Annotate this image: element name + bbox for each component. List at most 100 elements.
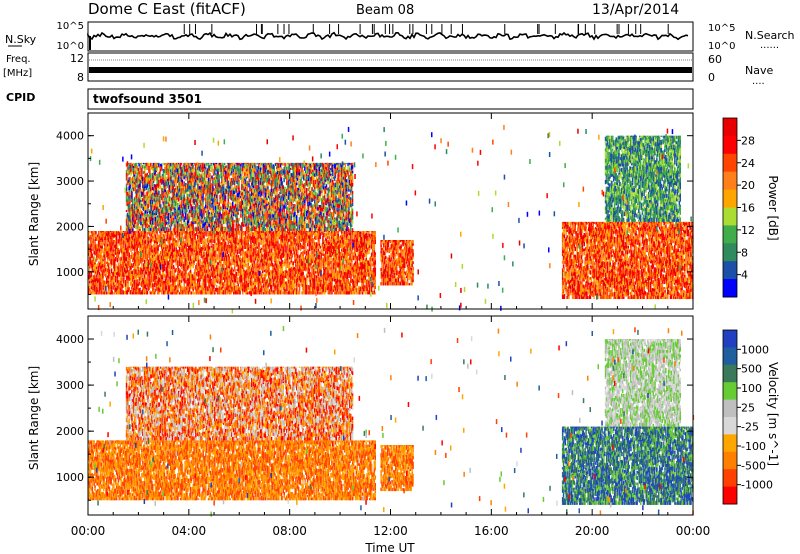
heatmap-cell [238, 261, 240, 265]
heatmap-cell [286, 288, 288, 292]
heatmap-cell [299, 288, 301, 291]
heatmap-cell [375, 240, 377, 244]
heatmap-cell [320, 277, 322, 280]
heatmap-cell [89, 281, 91, 284]
heatmap-cell [353, 280, 355, 284]
heatmap-cell [252, 286, 254, 289]
heatmap-cell [134, 250, 136, 253]
heatmap-cell [123, 277, 125, 280]
heatmap-cell [366, 285, 368, 287]
heatmap-cell [154, 243, 156, 247]
heatmap-cell [310, 287, 312, 292]
heatmap-cell [115, 276, 117, 279]
heatmap-cell [141, 266, 143, 268]
heatmap-cell [355, 261, 357, 265]
heatmap-cell [184, 266, 186, 270]
heatmap-cell [224, 235, 226, 239]
heatmap-cell [196, 263, 198, 266]
heatmap-cell [321, 281, 323, 285]
heatmap-cell [190, 245, 192, 248]
heatmap-cell [259, 256, 261, 260]
heatmap-cell [340, 274, 342, 278]
heatmap-cell [356, 292, 358, 294]
nsearch-dots: ...... [760, 40, 779, 51]
heatmap-cell [269, 249, 271, 253]
heatmap-cell [320, 246, 322, 249]
heatmap-cell [270, 275, 272, 279]
heatmap-cell [193, 255, 195, 257]
heatmap-cell [375, 292, 377, 294]
heatmap-cell [266, 247, 268, 250]
heatmap-cell [314, 254, 316, 257]
heatmap-cell [153, 287, 155, 290]
heatmap-cell [231, 284, 233, 287]
heatmap-cell [354, 292, 356, 295]
heatmap-cell [257, 268, 259, 270]
heatmap-cell [296, 286, 298, 289]
heatmap-cell [338, 231, 340, 234]
heatmap-cell [223, 268, 225, 271]
heatmap-cell [300, 254, 302, 258]
heatmap-cell [325, 270, 327, 273]
heatmap-cell [289, 265, 291, 268]
heatmap-cell [273, 270, 275, 273]
heatmap-cell [264, 270, 266, 273]
heatmap-cell [375, 265, 377, 268]
heatmap-cell [249, 231, 251, 233]
heatmap-cell [145, 233, 147, 237]
heatmap-cell [126, 187, 128, 191]
heatmap-cell [91, 247, 93, 249]
freq-unit-label: [MHz] [3, 68, 32, 79]
heatmap-cell [194, 237, 196, 240]
heatmap-cell [154, 231, 156, 232]
heatmap-cell [303, 247, 305, 249]
heatmap-cell [94, 287, 96, 289]
heatmap-cell [209, 250, 211, 254]
heatmap-cell [205, 239, 207, 243]
heatmap-cell [106, 292, 108, 295]
heatmap-cell [261, 238, 263, 241]
heatmap-cell [257, 292, 259, 294]
heatmap-cell [303, 231, 305, 235]
heatmap-cell [235, 278, 237, 282]
heatmap-cell [168, 231, 170, 232]
heatmap-cell [366, 241, 368, 245]
heatmap-cell [275, 291, 277, 294]
heatmap-cell [297, 252, 299, 255]
heatmap-cell [216, 245, 218, 248]
heatmap-cell [95, 231, 97, 234]
heatmap-cell [115, 268, 117, 271]
heatmap-cell [165, 292, 167, 295]
heatmap-cell [369, 241, 371, 243]
heatmap-cell [299, 291, 301, 294]
heatmap-cell [155, 292, 157, 294]
heatmap-cell [293, 261, 295, 265]
heatmap-cell [102, 249, 104, 254]
heatmap-cell [180, 269, 182, 272]
heatmap-cell [125, 261, 127, 263]
heatmap-cell [217, 269, 219, 274]
heatmap-cell [130, 169, 132, 173]
heatmap-cell [211, 240, 213, 243]
heatmap-cell [173, 235, 175, 238]
heatmap-cell [237, 249, 239, 252]
heatmap-cell [199, 287, 201, 290]
heatmap-cell [306, 285, 308, 287]
heatmap-cell [100, 280, 102, 282]
heatmap-cell [129, 201, 131, 203]
heatmap-cell [193, 241, 195, 243]
heatmap-cell [121, 282, 123, 284]
heatmap-cell [247, 292, 249, 294]
heatmap-cell [102, 238, 104, 242]
heatmap-cell [220, 290, 222, 295]
heatmap-cell [306, 287, 308, 292]
heatmap-cell [348, 239, 350, 242]
heatmap-cell [201, 251, 203, 254]
heatmap-cell [293, 238, 295, 242]
heatmap-cell [375, 237, 377, 240]
heatmap-cell [306, 267, 308, 270]
heatmap-cell [374, 248, 376, 250]
heatmap-cell [214, 283, 216, 286]
heatmap-cell [246, 275, 248, 278]
heatmap-cell [161, 235, 163, 237]
